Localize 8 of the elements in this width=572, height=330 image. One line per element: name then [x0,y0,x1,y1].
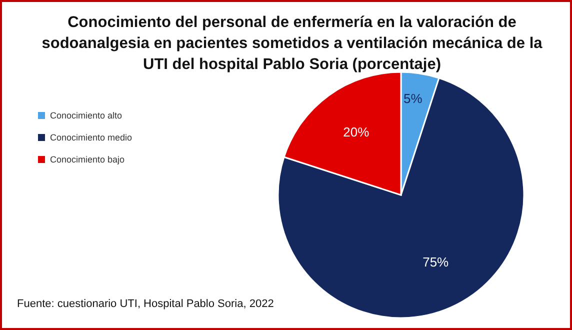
legend-label: Conocimiento medio [50,132,132,142]
chart-title: Conocimiento del personal de enfermería en la valoración de sodoanalgesia en pacientes sometidos a ventilación mecánica de la UTI del hospital Pablo Soria (porcentaje) [42,14,543,73]
source-note: Fuente: cuestionario UTI, Hospital Pablo Soria, 2022 [17,298,274,310]
legend-label: Conocimiento alto [50,110,122,120]
data-label: 5% [404,91,423,106]
data-label: 75% [422,254,450,270]
data-label: 20% [343,124,370,140]
legend-label: Conocimiento bajo [50,154,125,164]
